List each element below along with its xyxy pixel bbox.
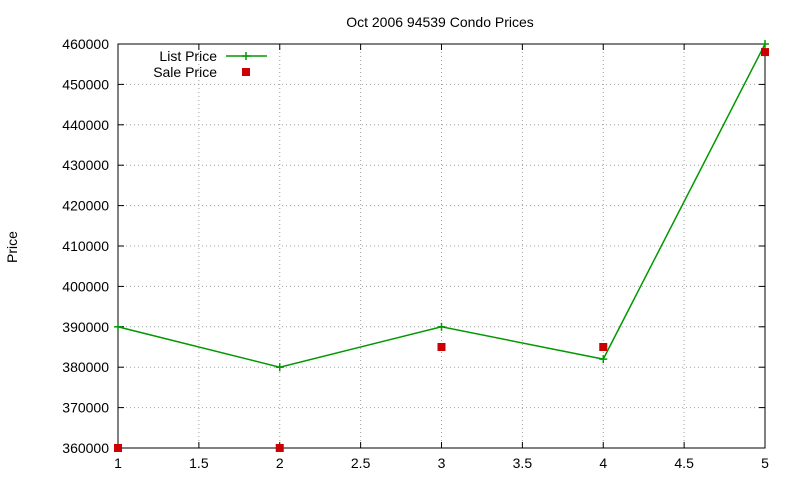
legend-marker-sale-price (242, 68, 250, 76)
sale-price-point (761, 48, 769, 57)
chart-title: Oct 2006 94539 Condo Prices (346, 14, 534, 30)
x-tick-label: 4 (599, 455, 607, 471)
y-tick-label: 390000 (62, 319, 109, 335)
y-tick-label: 360000 (62, 440, 109, 456)
sale-price-point (599, 343, 608, 351)
x-tick-label: 3 (438, 455, 446, 471)
legend-label-sale-price: Sale Price (153, 64, 217, 80)
x-tick-label: 2.5 (351, 455, 371, 471)
y-tick-label: 460000 (62, 36, 109, 52)
y-tick-label: 450000 (62, 76, 109, 92)
y-tick-label: 420000 (62, 198, 109, 214)
x-tick-label: 5 (761, 455, 769, 471)
legend-marker-list-price (242, 52, 250, 60)
y-tick-label: 380000 (62, 359, 109, 375)
x-tick-label: 4.5 (674, 455, 694, 471)
list-price-point (275, 363, 284, 372)
sale-price-point (114, 444, 122, 452)
sale-price-point (275, 444, 284, 452)
sale-price-point (437, 343, 446, 351)
y-tick-label: 430000 (62, 157, 109, 173)
grid-lines (118, 44, 765, 448)
y-tick-label: 410000 (62, 238, 109, 254)
list-price-point (761, 40, 769, 48)
axis-ticks: 1 1.5 2 2.5 3 3.5 4 4.5 5 360000 370000 380000 39000… (62, 36, 769, 471)
list-price-point (437, 322, 446, 331)
y-axis-label: Price (4, 231, 20, 263)
y-tick-label: 370000 (62, 400, 109, 416)
series-group (114, 40, 769, 452)
x-tick-label: 2 (276, 455, 284, 471)
y-tick-label: 400000 (62, 278, 109, 294)
x-tick-label: 1.5 (189, 455, 209, 471)
x-tick-label: 1 (114, 455, 122, 471)
list-price-point (599, 355, 608, 364)
y-tick-label: 440000 (62, 117, 109, 133)
legend-label-list-price: List Price (159, 48, 217, 64)
x-tick-label: 3.5 (513, 455, 533, 471)
list-price-point (114, 322, 122, 331)
